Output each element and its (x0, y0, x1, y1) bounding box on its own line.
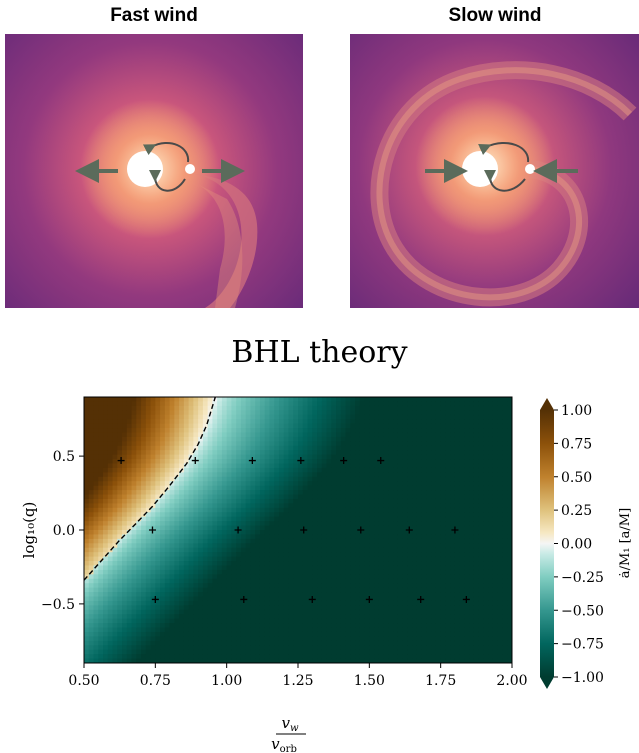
x-tick-label: 1.00 (211, 673, 242, 689)
x-axis-label: vw vorb (271, 714, 306, 753)
x-tick-label: 1.75 (425, 673, 456, 689)
simulation-point (462, 595, 470, 603)
simulation-point (300, 526, 308, 534)
chart-title: BHL theory (231, 335, 408, 370)
colorbar-tick-label: −0.25 (561, 570, 604, 586)
zero-contour-line (84, 397, 216, 581)
simulation-point (357, 526, 365, 534)
simulation-point (405, 526, 413, 534)
bhl-heatmap-chart: 0.50 0.75 1.00 1.25 1.50 1.75 2.00 −0.50.00.5 … (20, 396, 633, 753)
y-axis: −0.5 0.0 0.5 (41, 449, 84, 613)
colorbar-tick-label: 0.50 (561, 470, 592, 486)
panel-title-fast-wind: Fast wind (110, 5, 198, 26)
simulation-point (340, 457, 348, 465)
simulation-point (308, 595, 316, 603)
x-tick-label: 1.50 (354, 673, 385, 689)
colorbar-extend-bottom (540, 677, 554, 689)
y-tick-label: 0.0 (53, 523, 75, 539)
y-tick-label: −0.5 (41, 597, 75, 613)
simulation-point (451, 526, 459, 534)
simulation-point (234, 526, 242, 534)
simulation-points (117, 457, 470, 603)
simulation-point (240, 595, 248, 603)
simulation-point (151, 595, 159, 603)
colorbar-label: ȧ/M₁ [a/M] (618, 508, 633, 578)
slow-wind-simulation-image (350, 34, 639, 308)
y-tick-label: 0.5 (53, 449, 75, 465)
x-tick-label: 0.75 (140, 673, 171, 689)
simulation-point (377, 457, 385, 465)
simulation-point (297, 457, 305, 465)
simulation-point (148, 526, 156, 534)
secondary-star (185, 164, 195, 174)
colorbar-tick-label: −1.00 (561, 670, 604, 686)
colorbar (540, 410, 554, 677)
simulation-point (117, 457, 125, 465)
colorbar-tick-label: 0.25 (561, 503, 592, 519)
primary-star (127, 151, 163, 187)
colorbar-ticks: 1.00 0.75 0.50 0.25 0.00 −0.25 −0.50 −0.75 −1.00 (554, 403, 604, 686)
fast-wind-simulation-image (5, 34, 303, 308)
colorbar-extend-top (540, 398, 554, 410)
simulation-point (191, 457, 199, 465)
x-tick-label: 0.50 (68, 673, 99, 689)
colorbar-tick-label: 0.75 (561, 436, 592, 452)
colorbar-tick-label: −0.75 (561, 637, 604, 653)
heatmap-field (84, 397, 512, 663)
colorbar-tick-label: 1.00 (561, 403, 592, 419)
x-tick-label: 2.00 (496, 673, 527, 689)
x-axis: 0.50 0.75 1.00 1.25 1.50 1.75 2.00 (68, 663, 528, 689)
panel-title-slow-wind: Slow wind (448, 5, 542, 26)
simulation-point (417, 595, 425, 603)
colorbar-tick-label: −0.50 (561, 603, 604, 619)
simulation-point (365, 595, 373, 603)
colorbar-tick-label: 0.00 (561, 537, 592, 553)
y-axis-label: log₁₀(q) (20, 502, 38, 559)
simulation-point (248, 457, 256, 465)
x-tick-label: 1.25 (282, 673, 313, 689)
